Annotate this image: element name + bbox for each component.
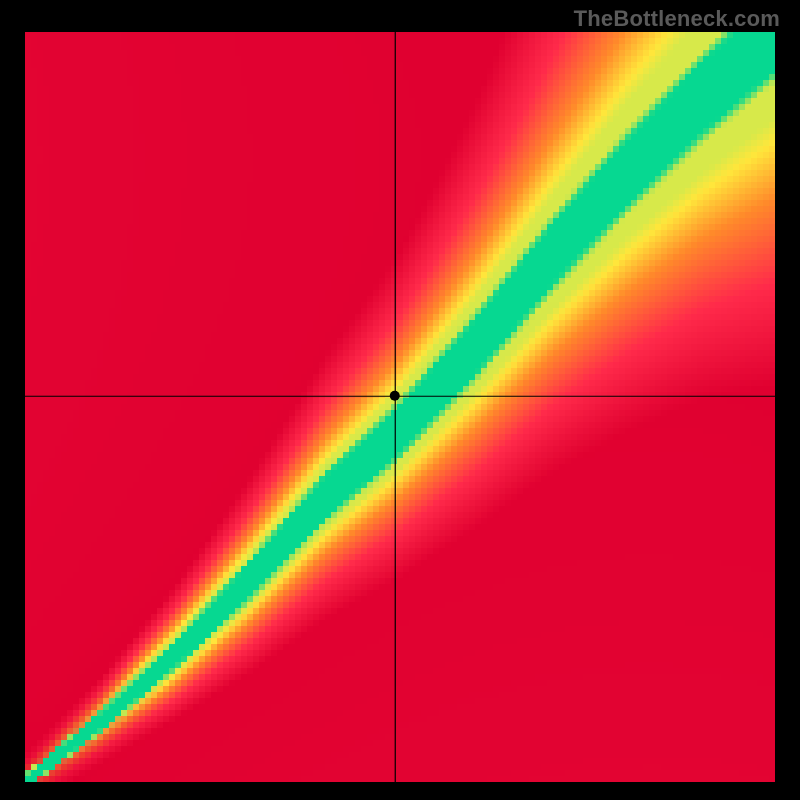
- watermark-label: TheBottleneck.com: [574, 6, 780, 32]
- chart-container: TheBottleneck.com: [0, 0, 800, 800]
- heatmap-canvas: [25, 32, 775, 782]
- heatmap-plot: [25, 32, 775, 782]
